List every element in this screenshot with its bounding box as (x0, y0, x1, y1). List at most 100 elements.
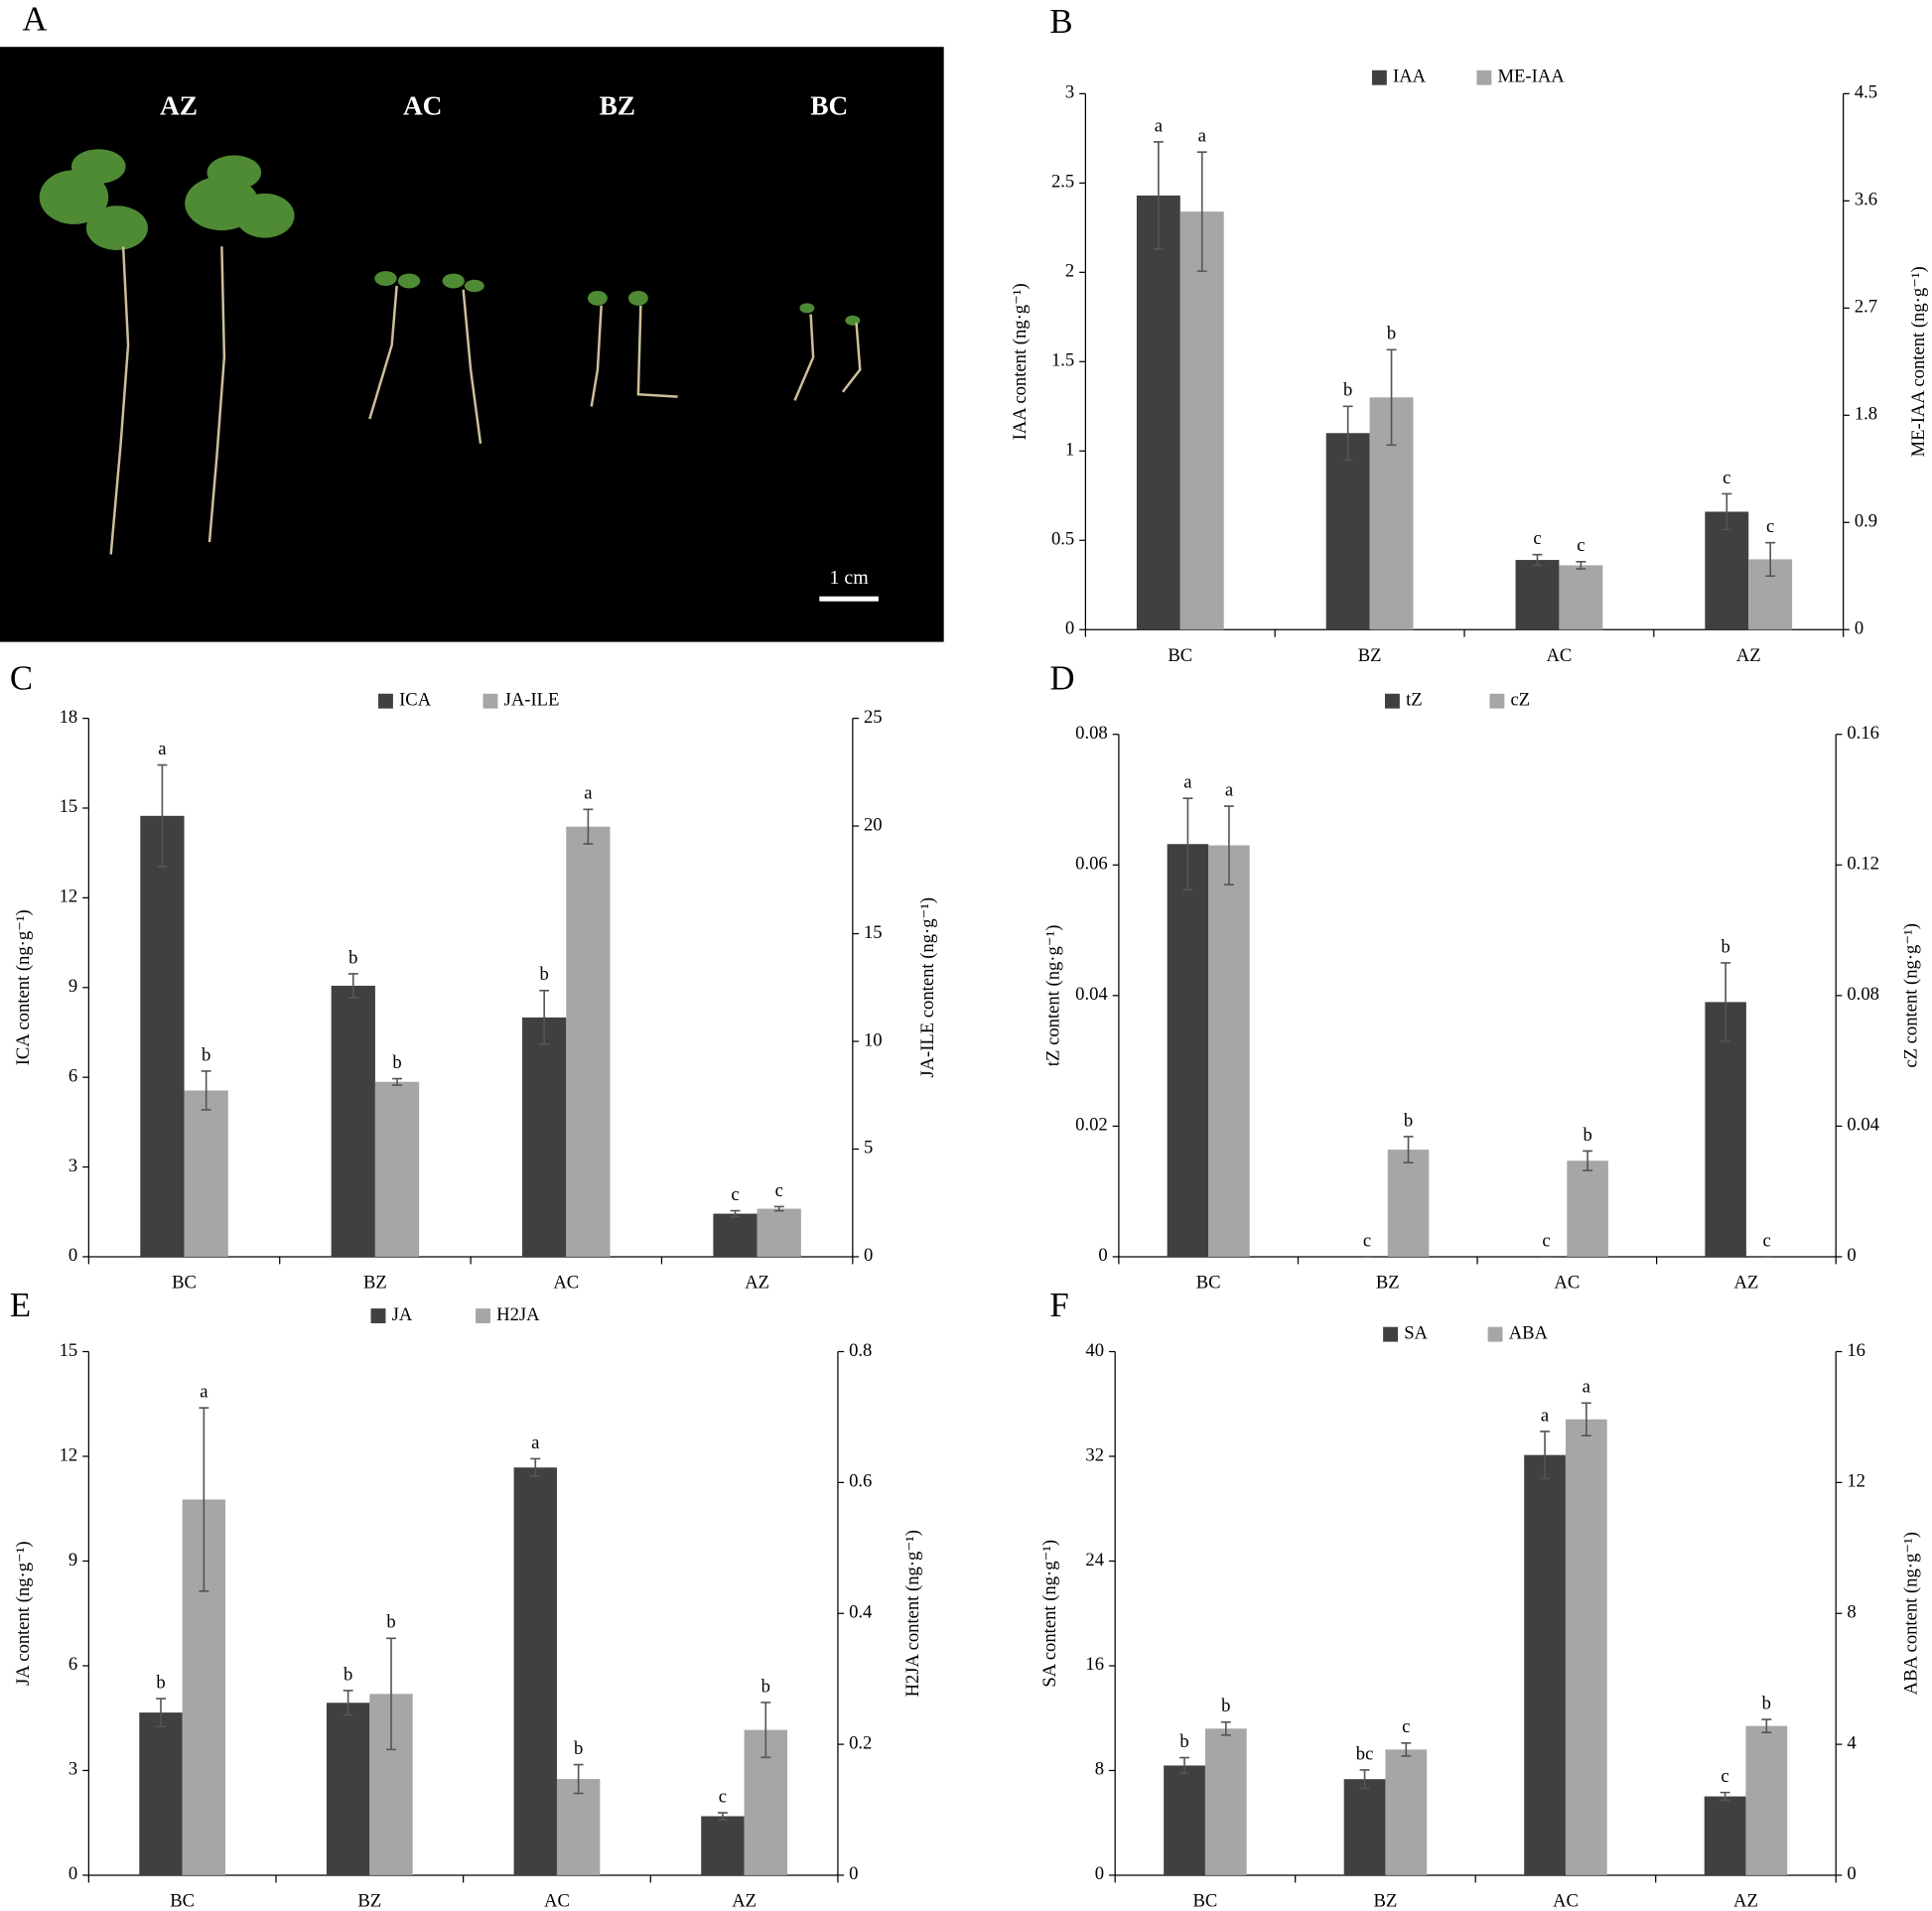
x-tick-label: BC (1168, 645, 1192, 666)
y2-tick-label: 0 (849, 1863, 858, 1884)
y-tick-label: 16 (1085, 1654, 1104, 1675)
y2-tick-label: 16 (1847, 1340, 1865, 1361)
error-bar (1532, 553, 1543, 567)
bar (1136, 195, 1180, 630)
significance-letter: a (1583, 1377, 1590, 1398)
error-bar (1386, 348, 1397, 447)
significance-letter: b (1404, 1110, 1413, 1131)
significance-letter: b (1343, 380, 1352, 401)
bar (1343, 1779, 1386, 1875)
panel-letter: E (10, 1286, 31, 1324)
y2-tick-label: 0 (864, 1245, 873, 1266)
y-axis-label: IAA content (ng·g⁻¹) (1010, 283, 1031, 440)
legend-swatch (378, 693, 393, 709)
x-tick-label: AC (1546, 645, 1572, 666)
error-bar (1765, 541, 1776, 578)
legend-label: cZ (1511, 689, 1531, 710)
y2-tick-label: 0.2 (849, 1732, 872, 1753)
error-bar (1196, 151, 1207, 272)
legend-label: ME-IAA (1498, 67, 1566, 87)
x-tick-label: BZ (1358, 645, 1382, 666)
bar (1524, 1454, 1566, 1875)
photo-label: AZ (160, 91, 198, 121)
x-tick-label: AZ (1736, 645, 1761, 666)
significance-letter: c (1763, 1230, 1771, 1251)
significance-letter: a (1198, 126, 1206, 147)
error-bar (1182, 797, 1193, 891)
y-tick-label: 15 (60, 1340, 78, 1361)
y2-tick-label: 4 (1847, 1732, 1857, 1753)
y-tick-label: 1.5 (1051, 350, 1074, 371)
panel-letter: B (1049, 2, 1072, 41)
y2-tick-label: 20 (864, 814, 883, 835)
x-tick-label: AZ (745, 1273, 769, 1294)
legend-swatch (1384, 693, 1400, 709)
significance-letter: c (775, 1180, 783, 1201)
photo-background (0, 47, 944, 642)
significance-letter: b (156, 1672, 165, 1693)
significance-letter: bc (1356, 1743, 1374, 1764)
significance-letter: b (539, 964, 548, 985)
y-tick-label: 0 (69, 1863, 77, 1884)
legend-label: H2JA (496, 1304, 540, 1325)
y-tick-label: 0 (1095, 1863, 1104, 1884)
bar (331, 985, 375, 1257)
significance-letter: a (158, 739, 166, 759)
significance-letter: b (392, 1052, 401, 1073)
plant-roots (109, 246, 862, 555)
photo-label: BC (810, 91, 848, 121)
significance-letter: b (1721, 936, 1729, 957)
y-tick-label: 0.06 (1075, 854, 1108, 875)
error-bar (1576, 561, 1587, 570)
panel-letter: C (10, 658, 33, 697)
scale-bar-label: 1 cm (830, 567, 870, 589)
error-bar (1223, 805, 1234, 886)
y2-tick-label: 0 (1847, 1863, 1856, 1884)
error-bar (1583, 1150, 1593, 1171)
y-tick-label: 24 (1085, 1550, 1104, 1570)
bar (566, 826, 611, 1257)
y2-tick-label: 0.8 (849, 1340, 872, 1361)
x-tick-label: BZ (1376, 1273, 1400, 1294)
y2-tick-label: 10 (864, 1029, 883, 1050)
x-tick-label: BZ (357, 1891, 381, 1911)
error-bar (1722, 492, 1732, 531)
error-bar (717, 1812, 728, 1821)
y2-tick-label: 25 (864, 707, 883, 728)
error-bar (1581, 1402, 1591, 1437)
bar (513, 1467, 557, 1875)
significance-letter: a (1225, 779, 1233, 800)
legend-label: IAA (1393, 67, 1427, 87)
y-tick-label: 0.04 (1075, 984, 1108, 1005)
y2-tick-label: 0 (1855, 618, 1863, 639)
significance-letter: c (1533, 528, 1541, 549)
significance-letter: c (731, 1184, 739, 1205)
y-tick-label: 6 (69, 1065, 77, 1086)
x-tick-label: AZ (1733, 1891, 1758, 1911)
error-bar (583, 808, 594, 845)
legend-label: ICA (399, 689, 432, 710)
x-tick-label: AC (553, 1273, 579, 1294)
photo-label: BZ (600, 91, 635, 121)
significance-letter: c (1723, 468, 1730, 488)
bar (1565, 1419, 1607, 1875)
error-bar (156, 1698, 166, 1727)
y2-axis-label: ABA content (ng·g⁻¹) (1900, 1532, 1921, 1695)
error-bar (530, 1457, 541, 1477)
error-bar (386, 1637, 396, 1751)
y-tick-label: 0.02 (1075, 1115, 1108, 1136)
legend-swatch (476, 1308, 490, 1323)
significance-letter: c (1402, 1716, 1410, 1737)
legend-label: SA (1404, 1322, 1428, 1343)
legend-swatch (1371, 69, 1387, 85)
significance-letter: b (1221, 1696, 1230, 1716)
bar (374, 1081, 420, 1257)
significance-letter: c (1721, 1766, 1728, 1787)
legend-swatch (370, 1308, 386, 1323)
bar (1559, 565, 1603, 630)
y2-tick-label: 2.7 (1855, 297, 1877, 318)
x-tick-label: BC (172, 1273, 197, 1294)
significance-letter: c (1577, 535, 1585, 556)
significance-letter: c (1363, 1230, 1371, 1251)
